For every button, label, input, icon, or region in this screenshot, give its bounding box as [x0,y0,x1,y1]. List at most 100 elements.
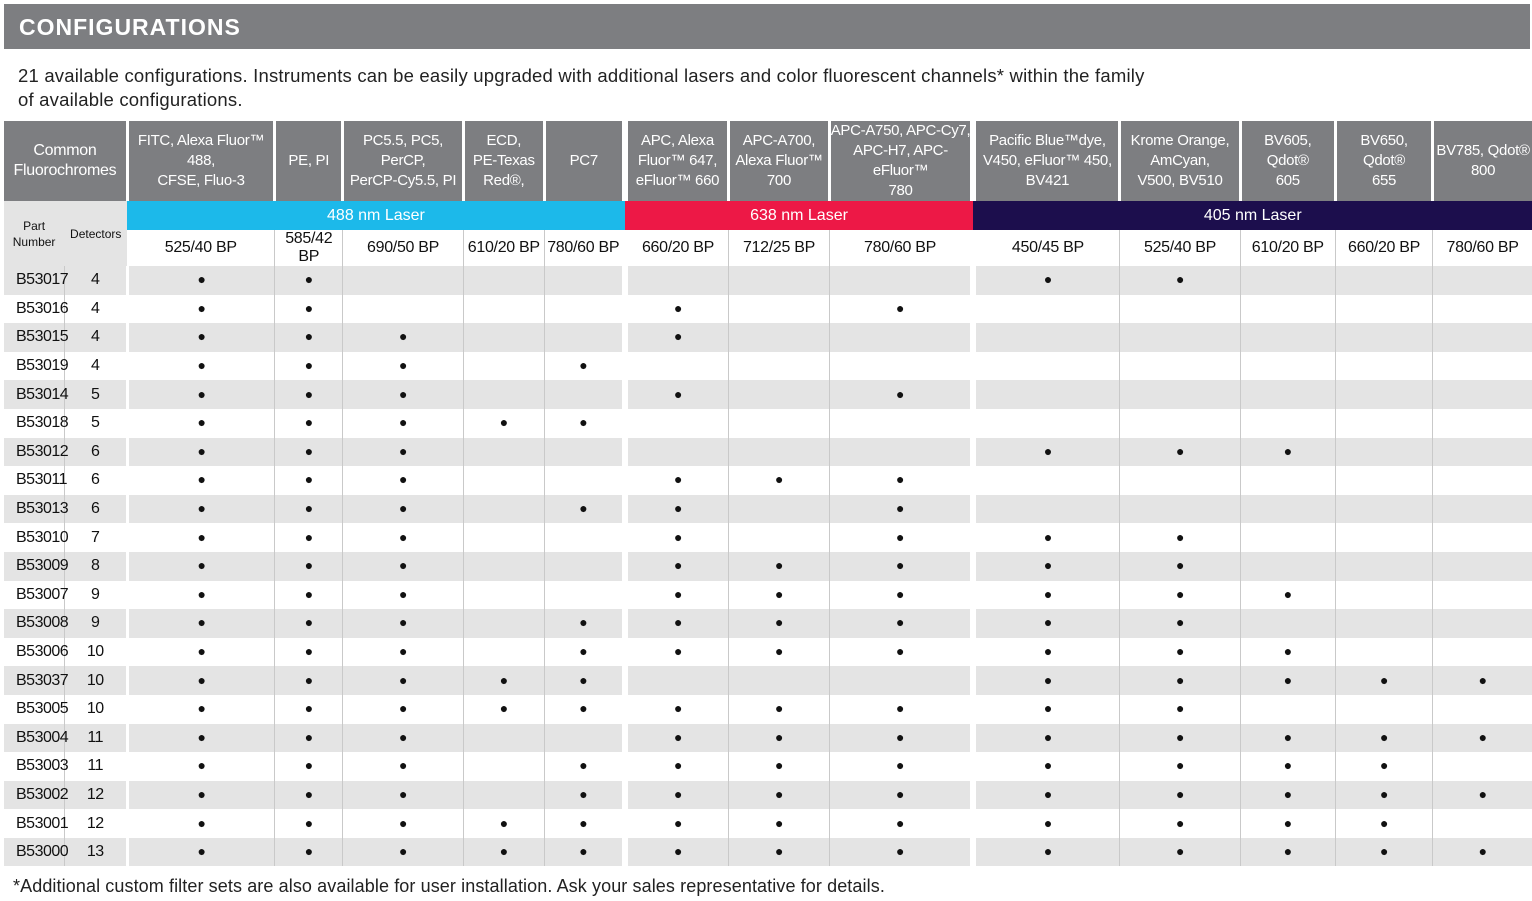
channel-cell: ● [342,551,464,581]
channel-cell: ● [274,523,344,552]
channel-dot: ● [1043,585,1052,602]
channel-dot: ● [1478,728,1487,745]
channel-dot: ● [399,728,407,745]
channel-cell: ● [274,694,344,724]
channel-cell: ● [1119,437,1241,467]
channel-cell [1240,408,1336,438]
channel-cell [728,351,830,381]
channel-cell: ● [728,780,830,810]
channel-dot: ● [1043,728,1052,745]
channel-cell [544,294,628,324]
channel-cell: ● [463,809,545,838]
channel-cell: ● [1119,637,1241,667]
filter-label: 610/20 BP [463,230,545,266]
channel-cell: ● [1119,551,1241,581]
channel-cell: ● [274,723,344,753]
channel-dot: ● [197,271,206,288]
channel-cell [1432,809,1532,838]
channel-dot: ● [1043,557,1052,574]
channel-dot: ● [197,614,206,631]
common-fluorochromes-header: Common Fluorochromes [4,121,129,201]
channel-cell: ● [728,752,830,781]
channel-cell: ● [1119,666,1241,695]
channel-cell [544,380,628,409]
channel-cell: ● [342,809,464,838]
detectors-cell: 11 [64,723,129,753]
channel-cell [728,266,830,295]
channel-cell [1240,551,1336,581]
channel-dot: ● [579,414,588,431]
channel-cell [973,351,1121,381]
channel-dot: ● [1043,643,1052,660]
channel-cell: ● [274,323,344,352]
detectors-cell: 13 [64,837,129,867]
channel-cell [829,437,977,467]
channel-dot: ● [1283,442,1292,459]
channel-cell [1432,637,1532,667]
channel-cell: ● [342,323,464,352]
channel-cell: ● [829,723,977,753]
channel-dot: ● [399,585,407,602]
channel-dot: ● [1478,843,1487,860]
channel-cell: ● [342,694,464,724]
channel-cell: ● [1240,637,1336,667]
channel-dot: ● [673,500,682,517]
table-row: B53018 5 ● ● ● ● ● [4,408,1532,438]
detectors-cell: 6 [64,494,129,524]
channel-cell: ● [1240,837,1336,867]
part-number-cell: B53015 [4,323,69,352]
table-row: B53037 10 ● ● ● ● ● ● ● ● ● ● [4,666,1532,695]
channel-cell [463,294,545,324]
channel-cell [1335,637,1434,667]
channel-cell [829,323,977,352]
channel-dot: ● [1176,528,1184,545]
detectors-cell: 12 [64,780,129,810]
channel-cell [973,294,1121,324]
detectors-cell: 5 [64,380,129,409]
channel-cell: ● [274,466,344,495]
channel-cell: ● [342,752,464,781]
channel-cell [829,351,977,381]
channel-dot: ● [673,557,682,574]
channel-cell: ● [544,809,628,838]
channel-cell: ● [127,780,276,810]
channel-dot: ● [304,757,313,774]
channel-cell [1335,323,1434,352]
channel-cell: ● [127,837,276,867]
channel-cell [1335,437,1434,467]
channel-dot: ● [673,843,682,860]
channel-cell: ● [1119,580,1241,610]
filter-label: 780/60 BP [544,230,628,266]
channel-dot: ● [197,328,206,345]
channel-cell: ● [544,609,628,638]
channel-dot: ● [774,728,783,745]
channel-cell [1240,523,1336,552]
channel-cell: ● [624,551,730,581]
table-row: B53004 11 ● ● ● ● ● ● ● ● ● ● ● [4,723,1532,753]
channel-cell [1335,294,1434,324]
channel-cell: ● [728,466,830,495]
channel-cell [1335,466,1434,495]
channel-cell [624,266,730,295]
table-row: B53003 11 ● ● ● ● ● ● ● ● ● ● ● [4,752,1532,781]
fluor-header-1: FITC, Alexa Fluor™ 488, CFSE, Fluo-3 [127,121,277,201]
channel-cell: ● [829,494,977,524]
channel-dot: ● [896,299,905,316]
channel-cell [1335,351,1434,381]
channel-cell [1335,551,1434,581]
channel-cell [463,752,545,781]
channel-dot: ● [304,643,313,660]
channel-cell: ● [544,780,628,810]
channel-cell: ● [829,609,977,638]
channel-cell [1240,294,1336,324]
channel-dot: ● [673,700,682,717]
channel-cell [1432,380,1532,409]
part-number-cell: B53001 [4,809,69,838]
part-number-cell: B53009 [4,551,69,581]
channel-cell: ● [1335,780,1434,810]
filter-label: 660/20 BP [624,230,730,266]
channel-cell [1335,380,1434,409]
channel-cell: ● [973,752,1121,781]
channel-dot: ● [304,442,313,459]
channel-cell: ● [624,466,730,495]
